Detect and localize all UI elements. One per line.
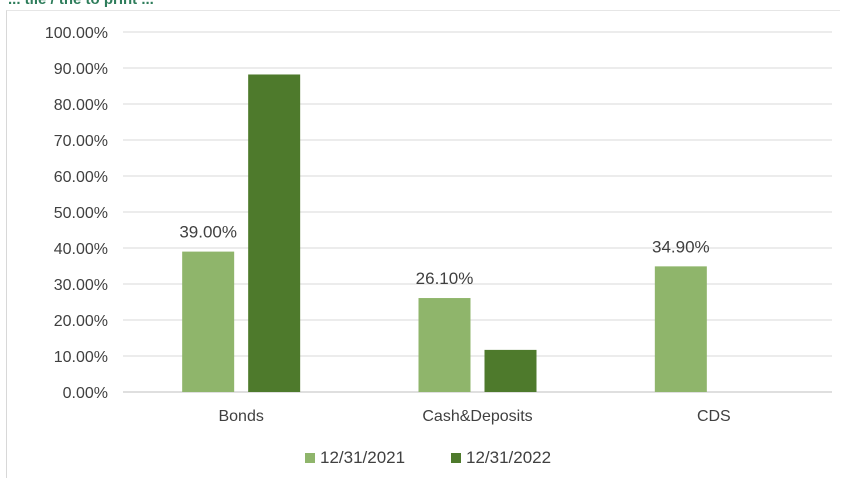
bar-12-31-2021-bonds [182, 251, 235, 392]
y-tick-label: 40.00% [54, 241, 108, 258]
legend-label: 12/31/2021 [320, 448, 405, 467]
bars [182, 74, 707, 392]
bar-12-31-2021-cash-deposits [418, 298, 471, 392]
legend: 12/31/2021 12/31/2022 [305, 448, 551, 467]
y-axis-ticks: 0.00% 10.00% 20.00% 30.00% 40.00% 50.00% 60.00… [45, 25, 108, 402]
gridlines [123, 31, 832, 393]
x-category-label: Cash&Deposits [422, 408, 532, 425]
chart-title-cropped: ... tile / the to print ... [8, 0, 154, 8]
y-tick-label: 10.00% [54, 349, 108, 366]
x-category-label: Bonds [218, 408, 263, 425]
y-tick-label: 60.00% [54, 169, 108, 186]
data-labels: 39.00% 26.10% 34.90% [179, 223, 709, 288]
x-category-label: CDS [697, 408, 731, 425]
y-tick-label: 0.00% [63, 385, 108, 402]
y-tick-label: 20.00% [54, 313, 108, 330]
y-tick-label: 100.00% [45, 25, 108, 42]
legend-label: 12/31/2022 [466, 448, 551, 467]
legend-swatch [451, 453, 461, 463]
bar-12-31-2022-cash-deposits [484, 349, 537, 392]
y-tick-label: 70.00% [54, 133, 108, 150]
y-tick-label: 80.00% [54, 97, 108, 114]
legend-swatch [305, 453, 315, 463]
data-label: 39.00% [179, 223, 237, 242]
data-label: 34.90% [652, 237, 710, 256]
bar-12-31-2022-bonds [248, 74, 301, 392]
chart-frame [6, 10, 840, 478]
y-tick-label: 50.00% [54, 205, 108, 222]
y-tick-label: 90.00% [54, 61, 108, 78]
bar-12-31-2021-cds [654, 266, 707, 392]
data-label: 26.10% [416, 269, 474, 288]
y-tick-label: 30.00% [54, 277, 108, 294]
category-labels: Bonds Cash&Deposits CDS [218, 408, 730, 425]
